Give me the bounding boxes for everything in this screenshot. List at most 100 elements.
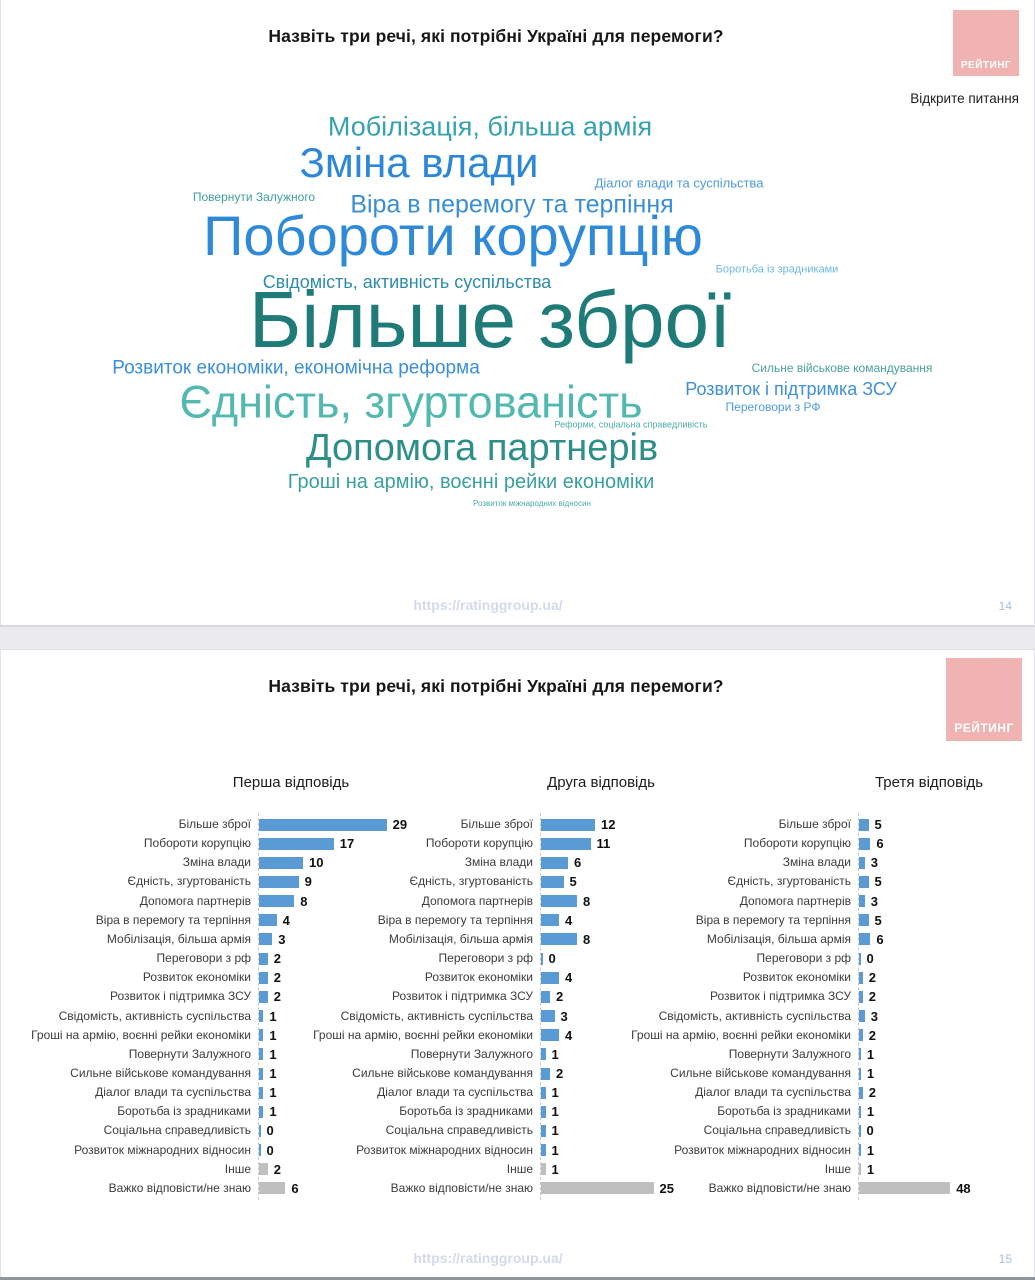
bar-value: 4 <box>282 912 290 928</box>
footer-url[interactable]: https://ratinggroup.ua/ <box>413 1250 563 1266</box>
bar <box>859 1010 865 1023</box>
bar-label: Інше <box>824 1161 851 1176</box>
bar-value: 3 <box>870 1008 878 1024</box>
bar-value: 6 <box>876 931 884 947</box>
chart-header-2: Друга відповідь <box>547 774 655 791</box>
bar-label: Побороти корупцію <box>425 836 533 851</box>
bar-label: Розвиток економіки <box>424 970 533 985</box>
bar <box>259 1029 264 1042</box>
rating-logo: РЕЙТИНГ <box>946 658 1022 741</box>
bar <box>859 837 871 850</box>
bar <box>259 1086 264 1099</box>
bar <box>859 971 863 984</box>
bar-value: 3 <box>560 1008 568 1024</box>
wordcloud-term: Мобілізація, більша армія <box>327 111 653 142</box>
bar <box>259 914 277 927</box>
bar-value: 29 <box>392 817 408 832</box>
bar-value: 5 <box>569 874 577 890</box>
bar-value: 0 <box>866 951 874 967</box>
bar-label: Допомога партнерів <box>139 893 251 908</box>
bar-label: Мобілізація, більша армія <box>706 931 851 946</box>
wordcloud-term: Розвиток міжнародних відносин <box>473 499 591 508</box>
bar <box>859 990 863 1003</box>
wordcloud-term: Побороти корупцію <box>203 204 703 267</box>
bar <box>859 876 869 889</box>
rating-logo-text: РЕЙТИНГ <box>954 721 1014 735</box>
bar <box>541 1010 555 1023</box>
bar <box>859 856 865 869</box>
chart-axis <box>540 813 541 1200</box>
bar-value: 1 <box>269 1065 277 1081</box>
bar-value: 4 <box>565 912 573 928</box>
bar-value: 0 <box>266 1123 274 1139</box>
bar-label: Свідомість, активність суспільства <box>58 1008 251 1023</box>
wordcloud-term: Розвиток і підтримка ЗСУ <box>685 379 897 399</box>
bar <box>541 990 550 1003</box>
bar-label: Допомога партнерів <box>421 893 533 908</box>
bar <box>541 971 559 984</box>
bar <box>541 1124 546 1137</box>
bar-label: Сильне військове командування <box>670 1065 851 1080</box>
bar <box>541 1144 546 1157</box>
bar <box>859 1048 861 1061</box>
wordcloud-term: Свідомість, активність суспільства <box>262 272 552 292</box>
bar-value: 1 <box>269 1104 277 1120</box>
bar-value: 1 <box>866 1161 875 1177</box>
bar-value: 1 <box>866 1142 875 1158</box>
wordcloud-term: Сильне військове командування <box>751 361 933 375</box>
footer-url[interactable]: https://ratinggroup.ua/ <box>413 597 563 613</box>
bar <box>541 952 543 965</box>
bar <box>259 1144 261 1157</box>
bar-label: Боротьба із зрадниками <box>117 1104 251 1119</box>
wordcloud-term: Реформи, соціальна справедливість <box>554 419 708 430</box>
chart-header-1: Перша відповідь <box>232 774 350 791</box>
bar-label: Важко відповісти/не знаю <box>708 1180 851 1195</box>
bar-label: Повернути Залужного <box>728 1046 851 1061</box>
wordcloud-term: Зміна влади <box>299 139 539 186</box>
bar-label: Переговори з рф <box>438 951 533 966</box>
bar-label: Більше зброї <box>460 817 533 831</box>
bar-label: Свідомість, активність суспільства <box>658 1008 851 1023</box>
bar-label: Гроші на армію, воєнні рейки економіки <box>313 1027 533 1042</box>
bar <box>259 1048 264 1061</box>
bar-label: Інше <box>224 1161 251 1176</box>
bar <box>859 1105 861 1118</box>
bar-value: 6 <box>876 836 884 852</box>
wordcloud-term: Єдність, згуртованість <box>179 376 643 428</box>
bar-value: 1 <box>551 1085 559 1101</box>
bar <box>859 914 869 927</box>
bar-label: Більше зброї <box>778 817 851 831</box>
bar-label: Соціальна справедливість <box>385 1123 533 1138</box>
bar <box>859 933 871 946</box>
page-number-14: 14 <box>998 599 1012 613</box>
bar-value: 1 <box>269 1085 277 1101</box>
bar-label: Розвиток міжнародних відносин <box>674 1142 851 1157</box>
bar-label: Мобілізація, більша армія <box>106 931 251 946</box>
bar <box>859 1144 861 1157</box>
bar-value: 4 <box>565 1027 573 1043</box>
bar <box>541 1105 546 1118</box>
bar-value: 5 <box>874 817 882 832</box>
bar-value: 9 <box>304 874 312 890</box>
bar <box>541 933 577 946</box>
bar <box>859 1086 863 1099</box>
bar-value: 2 <box>556 989 564 1005</box>
bar <box>259 1010 264 1023</box>
bar-label: Єдність, згуртованість <box>409 874 533 889</box>
bar <box>541 895 577 908</box>
rating-logo: РЕЙТИНГ <box>953 10 1019 76</box>
bar-value: 1 <box>551 1123 559 1139</box>
bar-label: Діалог влади та суспільства <box>377 1085 533 1100</box>
bar <box>259 876 299 889</box>
bar-value: 1 <box>866 1104 875 1120</box>
slide1-title: Назвіть три речі, які потрібні Україні д… <box>268 26 724 46</box>
bar-value: 8 <box>583 893 591 909</box>
bar <box>259 990 268 1003</box>
bar-value: 6 <box>574 855 582 871</box>
bar-value: 2 <box>868 989 877 1005</box>
bar-value: 5 <box>874 912 882 928</box>
bar-label: Діалог влади та суспільства <box>95 1085 251 1100</box>
bar-value: 0 <box>548 951 556 967</box>
bar <box>859 818 869 831</box>
bar <box>541 1163 546 1176</box>
